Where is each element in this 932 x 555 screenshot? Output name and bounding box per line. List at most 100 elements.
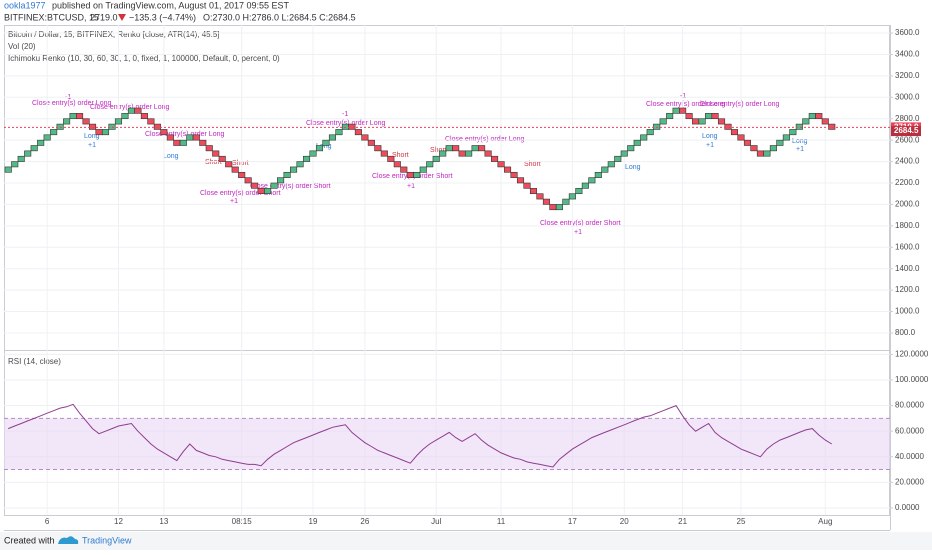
renko-brick	[400, 166, 408, 173]
renko-brick	[309, 150, 317, 157]
renko-brick	[231, 166, 239, 173]
renko-brick	[199, 139, 207, 146]
renko-brick	[601, 166, 609, 173]
renko-brick	[251, 182, 259, 189]
renko-brick	[627, 145, 635, 152]
annotation: Close entry(s) order Long	[306, 120, 385, 127]
renko-brick	[536, 193, 544, 200]
renko-brick	[594, 171, 602, 178]
renko-brick	[743, 139, 752, 146]
renko-brick	[335, 129, 343, 136]
renko-brick	[776, 139, 784, 146]
x-tick-label: 08:15	[232, 517, 253, 526]
renko-brick	[659, 118, 667, 125]
annotation: Close entry(s) order Long	[32, 100, 111, 107]
renko-brick	[717, 118, 726, 125]
renko-brick	[50, 129, 58, 136]
renko-brick	[225, 161, 233, 168]
renko-brick	[452, 145, 460, 152]
renko-brick	[413, 171, 421, 178]
y-tick-label: 2000.0	[895, 200, 920, 209]
renko-brick	[37, 139, 45, 146]
renko-brick	[491, 155, 499, 162]
x-tick-label: Aug	[818, 517, 832, 526]
renko-brick	[11, 161, 19, 168]
price-label-bg	[891, 126, 921, 137]
y-tick-label: 80.0000	[895, 401, 924, 410]
annotation: Short	[205, 159, 222, 166]
renko-brick	[367, 139, 375, 146]
annotation: +1	[796, 146, 804, 153]
renko-brick	[808, 113, 816, 120]
renko-brick	[328, 134, 337, 141]
renko-brick	[471, 145, 479, 152]
x-tick-label: Jul	[431, 517, 441, 526]
annotation: +1	[230, 198, 238, 205]
renko-brick	[290, 166, 298, 173]
y-tick-label: 800.0	[895, 328, 916, 337]
renko-brick	[354, 129, 362, 136]
renko-brick	[88, 123, 97, 130]
renko-brick	[147, 118, 155, 125]
footer-created: Created with	[4, 535, 55, 545]
y-tick-label: 2400.0	[895, 157, 920, 166]
renko-brick	[581, 182, 589, 189]
symbol: BITFINEX:BTCUSD, 15	[4, 12, 99, 22]
x-tick-label: 12	[114, 517, 123, 526]
x-tick-label: 13	[159, 517, 168, 526]
renko-brick	[705, 113, 713, 120]
renko-brick	[82, 118, 90, 125]
annotation: Long	[792, 138, 808, 145]
renko-brick	[711, 113, 719, 120]
plot-frame	[4, 25, 890, 516]
annotation: +1	[407, 183, 415, 190]
renko-brick	[575, 188, 583, 195]
footer-bar	[0, 532, 932, 550]
y-tick-label: 60.0000	[895, 426, 924, 435]
annotation: Close entry(s) order Long	[145, 131, 224, 138]
renko-brick	[17, 155, 25, 162]
renko-brick	[756, 150, 764, 157]
renko-brick	[607, 161, 615, 168]
renko-brick	[782, 134, 790, 141]
renko-brick	[406, 171, 414, 178]
renko-brick	[393, 161, 401, 168]
renko-brick	[614, 155, 622, 162]
renko-brick	[445, 145, 453, 152]
footer-brand[interactable]: TradingView	[82, 535, 132, 545]
legend-main: Bitcoin / Dollar, 15, BITFINEX, Renko [c…	[8, 30, 220, 39]
renko-brick	[30, 145, 38, 152]
author[interactable]: ookla1977	[4, 0, 46, 10]
renko-brick	[503, 166, 512, 173]
x-tick-label: 21	[678, 517, 687, 526]
y-tick-label: 2800.0	[895, 114, 920, 123]
renko-brick	[750, 145, 758, 152]
renko-brick	[542, 198, 550, 205]
x-tick-label: 6	[45, 517, 50, 526]
annotation: +1	[88, 142, 96, 149]
renko-brick	[205, 145, 213, 152]
renko-brick	[4, 166, 12, 173]
y-tick-label: 1200.0	[895, 285, 920, 294]
ohlc: O:2730.0 H:2786.0 L:2684.5 C:2684.5	[203, 12, 356, 22]
renko-brick	[633, 139, 641, 146]
y-tick-label: 20.0000	[895, 477, 924, 486]
renko-brick	[69, 113, 77, 120]
renko-brick	[795, 123, 803, 130]
renko-brick	[173, 139, 181, 146]
renko-brick	[374, 145, 382, 152]
renko-brick	[821, 118, 829, 125]
renko-brick	[166, 134, 174, 141]
renko-brick	[763, 150, 771, 157]
x-tick-label: 17	[568, 517, 577, 526]
renko-brick	[737, 134, 745, 141]
renko-brick	[815, 113, 823, 120]
x-tick-label: 11	[497, 517, 506, 526]
renko-brick	[672, 107, 680, 114]
annotation: Long	[625, 164, 641, 171]
renko-brick	[76, 113, 84, 120]
renko-brick	[828, 123, 836, 130]
renko-brick	[789, 129, 797, 136]
annotation: -1	[680, 93, 686, 100]
renko-brick	[666, 113, 674, 120]
